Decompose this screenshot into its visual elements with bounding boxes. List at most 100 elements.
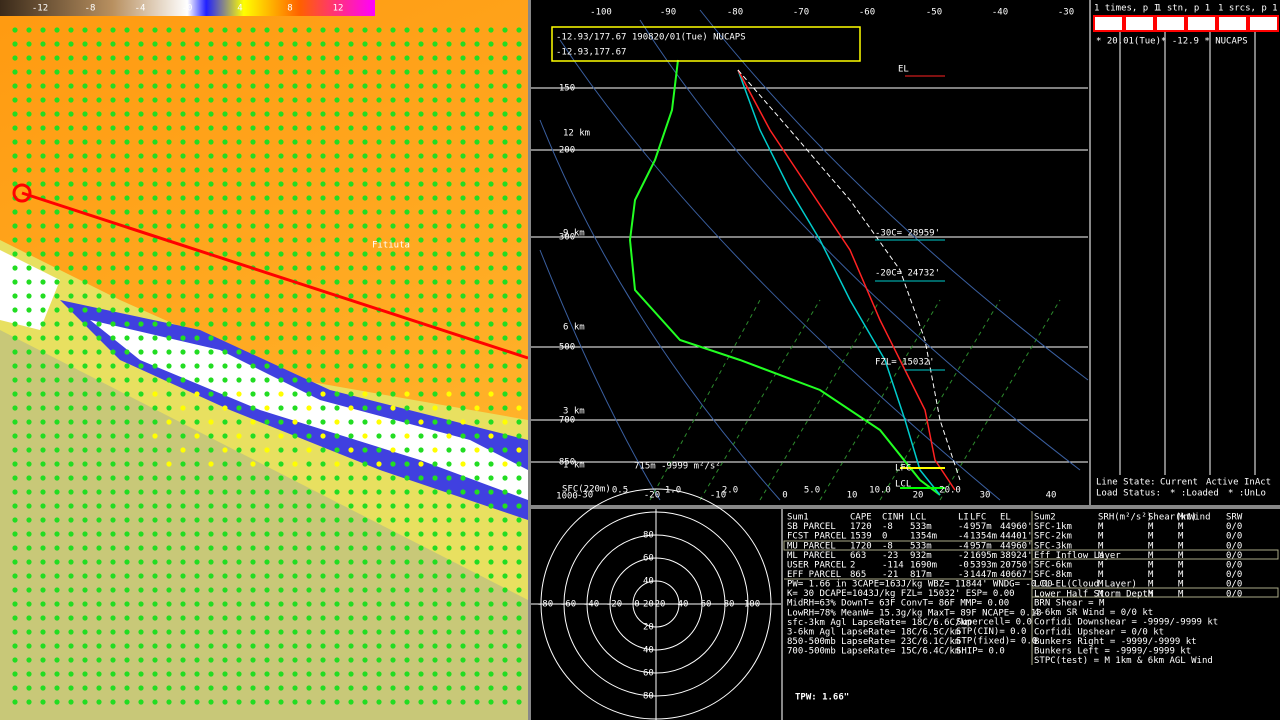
sounding-dot[interactable] (26, 265, 32, 271)
sounding-dot[interactable] (404, 447, 410, 453)
sounding-dot[interactable] (488, 251, 494, 257)
sounding-dot[interactable] (418, 545, 424, 551)
sounding-dot[interactable] (12, 699, 18, 705)
sounding-dot[interactable] (376, 377, 382, 383)
sounding-dot[interactable] (376, 685, 382, 691)
sounding-dot[interactable] (362, 293, 368, 299)
sounding-dot[interactable] (418, 699, 424, 705)
sounding-dot[interactable] (180, 503, 186, 509)
sounding-dot[interactable] (194, 237, 200, 243)
sounding-dot[interactable] (26, 475, 32, 481)
sounding-dot[interactable] (306, 209, 312, 215)
sounding-dot[interactable] (110, 503, 116, 509)
sounding-dot[interactable] (250, 41, 256, 47)
sounding-dot[interactable] (12, 265, 18, 271)
sounding-dot[interactable] (180, 475, 186, 481)
sounding-dot[interactable] (362, 55, 368, 61)
sounding-dot[interactable] (334, 629, 340, 635)
sounding-dot[interactable] (390, 321, 396, 327)
sounding-dot[interactable] (516, 503, 522, 509)
sounding-dot[interactable] (82, 181, 88, 187)
sounding-dot[interactable] (376, 97, 382, 103)
sounding-dot[interactable] (138, 489, 144, 495)
sounding-dot[interactable] (278, 545, 284, 551)
sounding-dot[interactable] (376, 55, 382, 61)
sounding-dot[interactable] (390, 685, 396, 691)
sounding-dot[interactable] (236, 699, 242, 705)
sounding-dot[interactable] (54, 531, 60, 537)
sounding-dot[interactable] (180, 587, 186, 593)
sounding-dot[interactable] (292, 419, 298, 425)
sounding-dot[interactable] (404, 265, 410, 271)
sounding-dot[interactable] (208, 531, 214, 537)
sounding-dot[interactable] (362, 559, 368, 565)
sounding-dot[interactable] (40, 349, 46, 355)
sounding-dot[interactable] (320, 573, 326, 579)
sounding-dot[interactable] (264, 601, 270, 607)
sounding-dot[interactable] (68, 601, 74, 607)
sounding-dot[interactable] (194, 671, 200, 677)
sounding-dot[interactable] (474, 447, 480, 453)
sounding-dot[interactable] (96, 139, 102, 145)
sounding-dot[interactable] (12, 349, 18, 355)
sounding-dot[interactable] (376, 559, 382, 565)
sounding-dot[interactable] (82, 41, 88, 47)
sounding-dot[interactable] (110, 615, 116, 621)
sounding-dot[interactable] (236, 69, 242, 75)
sounding-dot[interactable] (390, 545, 396, 551)
sounding-dot[interactable] (68, 223, 74, 229)
sounding-dot[interactable] (26, 139, 32, 145)
sounding-dot[interactable] (236, 321, 242, 327)
sounding-dot[interactable] (12, 405, 18, 411)
sounding-dot[interactable] (390, 643, 396, 649)
sounding-dot[interactable] (152, 601, 158, 607)
sounding-dot[interactable] (474, 195, 480, 201)
sounding-dot[interactable] (180, 223, 186, 229)
sounding-dot[interactable] (516, 97, 522, 103)
sounding-dot[interactable] (292, 55, 298, 61)
sounding-dot[interactable] (26, 685, 32, 691)
sounding-dot[interactable] (334, 153, 340, 159)
sounding-dot[interactable] (460, 433, 466, 439)
sounding-dot[interactable] (250, 391, 256, 397)
sounding-dot[interactable] (348, 461, 354, 467)
sounding-dot[interactable] (110, 391, 116, 397)
sounding-dot[interactable] (208, 475, 214, 481)
sounding-dot[interactable] (236, 55, 242, 61)
sounding-dot[interactable] (348, 503, 354, 509)
sounding-dot[interactable] (474, 27, 480, 33)
sounding-dot[interactable] (432, 377, 438, 383)
sounding-dot[interactable] (432, 293, 438, 299)
sounding-dot[interactable] (516, 545, 522, 551)
sounding-dot[interactable] (516, 419, 522, 425)
sounding-dot[interactable] (488, 503, 494, 509)
sounding-dot[interactable] (194, 531, 200, 537)
sounding-dot[interactable] (236, 41, 242, 47)
sounding-dot[interactable] (152, 335, 158, 341)
sounding-dot[interactable] (222, 139, 228, 145)
sounding-dot[interactable] (432, 27, 438, 33)
sounding-dot[interactable] (306, 615, 312, 621)
sounding-dot[interactable] (40, 391, 46, 397)
sounding-dot[interactable] (26, 279, 32, 285)
sounding-dot[interactable] (96, 699, 102, 705)
sounding-dot[interactable] (152, 363, 158, 369)
sounding-dot[interactable] (222, 167, 228, 173)
sounding-dot[interactable] (418, 237, 424, 243)
sounding-dot[interactable] (390, 433, 396, 439)
sounding-dot[interactable] (432, 531, 438, 537)
sounding-dot[interactable] (320, 41, 326, 47)
sounding-dot[interactable] (348, 139, 354, 145)
sounding-dot[interactable] (446, 587, 452, 593)
sounding-dot[interactable] (376, 349, 382, 355)
sounding-dot[interactable] (516, 237, 522, 243)
sounding-dot[interactable] (180, 265, 186, 271)
sounding-dot[interactable] (446, 657, 452, 663)
sounding-dot[interactable] (362, 573, 368, 579)
sounding-dot[interactable] (334, 461, 340, 467)
sounding-dot[interactable] (110, 41, 116, 47)
sounding-dot[interactable] (12, 223, 18, 229)
sounding-dot[interactable] (446, 419, 452, 425)
sounding-dot[interactable] (362, 307, 368, 313)
sounding-dot[interactable] (110, 587, 116, 593)
